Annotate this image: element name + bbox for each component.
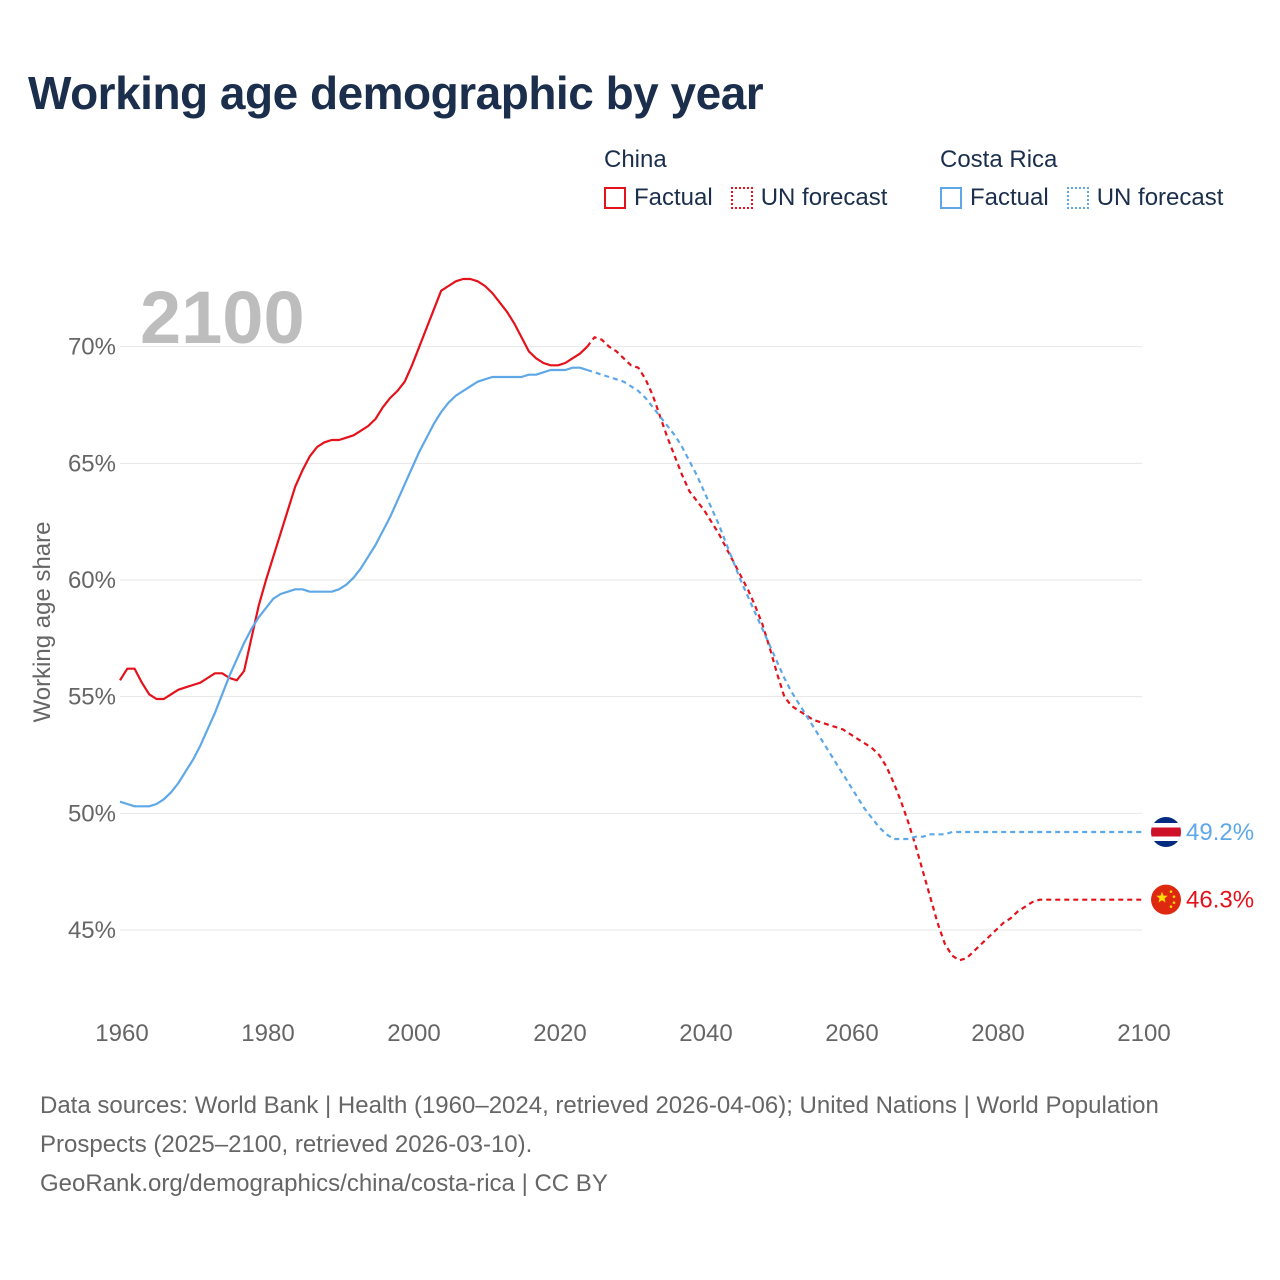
series-costa-rica-factual bbox=[119, 366, 588, 808]
flag-small-star bbox=[1172, 901, 1176, 904]
flag-marker-costa-rica bbox=[1151, 817, 1181, 847]
y-tick-label: 50% bbox=[68, 800, 116, 827]
legend-swatch-dotted bbox=[730, 187, 753, 209]
y-tick-label: 60% bbox=[68, 567, 116, 594]
x-tick-label: 2040 bbox=[679, 1020, 732, 1047]
footer-sources: Data sources: World Bank | Health (1960–… bbox=[40, 1092, 1159, 1158]
x-tick-label: 1960 bbox=[95, 1020, 148, 1047]
year-watermark: 2100 bbox=[140, 276, 305, 359]
end-value-label: 46.3% bbox=[1186, 887, 1254, 914]
chart-title: Working age demographic by year bbox=[28, 67, 764, 119]
legend-china-factual[interactable]: Factual bbox=[604, 184, 713, 212]
legend-group-name: China bbox=[604, 146, 667, 173]
flag-marker-china bbox=[1151, 884, 1181, 915]
series-china-factual bbox=[119, 277, 588, 701]
series-china-forecast bbox=[586, 336, 1142, 962]
x-tick-label: 2060 bbox=[825, 1020, 878, 1047]
grid-lines bbox=[120, 346, 1142, 931]
end-markers: 46.3% 49.2% bbox=[1151, 817, 1254, 915]
y-tick-label: 70% bbox=[68, 334, 116, 361]
end-value-label: 49.2% bbox=[1186, 819, 1254, 846]
footer: Data sources: World Bank | Health (1960–… bbox=[40, 1086, 1240, 1203]
china-flag-icon bbox=[1151, 884, 1181, 915]
legend-label: UN forecast bbox=[760, 184, 888, 211]
x-tick-label: 2020 bbox=[533, 1020, 586, 1047]
y-axis: 45% 50% 55% 60% 65% 70% bbox=[68, 334, 116, 944]
y-tick-label: 55% bbox=[68, 684, 116, 711]
series-costa-rica-forecast bbox=[586, 368, 1142, 841]
legend-label: Factual bbox=[634, 184, 713, 211]
x-axis: 1960 1980 2000 2020 2040 2060 2080 2100 bbox=[95, 1020, 1170, 1047]
costa-rica-flag-icon bbox=[1151, 817, 1181, 847]
legend-swatch-solid bbox=[604, 187, 626, 209]
y-tick-label: 65% bbox=[68, 450, 116, 477]
y-tick-label: 45% bbox=[68, 917, 116, 944]
flag-star bbox=[1156, 891, 1168, 903]
legend-group-costa-rica: Costa Rica Factual UN forecast bbox=[940, 146, 1241, 212]
x-tick-label: 1980 bbox=[241, 1020, 294, 1047]
x-tick-label: 2100 bbox=[1117, 1020, 1170, 1047]
legend-group-china: China Factual UN forecast bbox=[604, 146, 905, 212]
flag-stripe-red bbox=[1151, 827, 1181, 837]
legend-china-forecast[interactable]: UN forecast bbox=[730, 184, 888, 212]
x-tick-label: 2080 bbox=[971, 1020, 1024, 1047]
flag-small-star bbox=[1172, 895, 1176, 898]
legend-label: UN forecast bbox=[1096, 184, 1224, 211]
footer-credit: GeoRank.org/demographics/china/costa-ric… bbox=[40, 1170, 608, 1197]
legend-group-name: Costa Rica bbox=[940, 146, 1058, 173]
legend-costa-rica-factual[interactable]: Factual bbox=[940, 184, 1049, 212]
y-axis-label: Working age share bbox=[29, 522, 56, 723]
flag-small-star bbox=[1169, 890, 1173, 893]
legend-swatch-dotted bbox=[1066, 187, 1089, 209]
series-lines bbox=[119, 277, 1142, 962]
legend-swatch-solid bbox=[940, 187, 962, 209]
flag-small-star bbox=[1169, 905, 1173, 908]
legend-label: Factual bbox=[970, 184, 1049, 211]
legend-costa-rica-forecast[interactable]: UN forecast bbox=[1066, 184, 1224, 212]
line-chart: 2100 45% 50% 55% 60% 65% 70% 1960 1980 2000 2020… bbox=[29, 276, 1254, 1047]
x-tick-label: 2000 bbox=[387, 1020, 440, 1047]
